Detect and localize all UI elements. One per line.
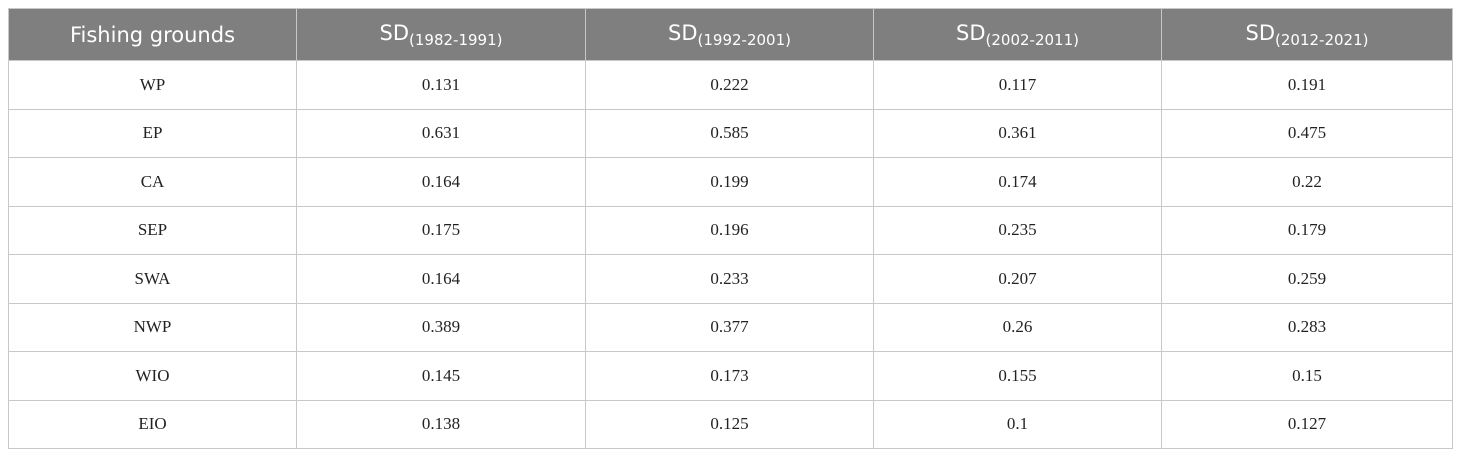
cell: 0.199 xyxy=(585,157,874,207)
cell: 0.585 xyxy=(585,108,874,158)
cell: 0.233 xyxy=(585,254,874,304)
header-main: SD xyxy=(1245,20,1276,45)
cell: 0.235 xyxy=(873,205,1162,255)
cell: 0.283 xyxy=(1161,302,1453,352)
cell: 0.145 xyxy=(296,351,586,401)
header-sub: (1992-2001) xyxy=(697,30,791,49)
cell: 0.191 xyxy=(1161,60,1453,110)
cell: 0.1 xyxy=(873,399,1162,449)
cell: 0.15 xyxy=(1161,351,1453,401)
row-label: WP xyxy=(8,60,297,110)
cell: 0.631 xyxy=(296,108,586,158)
header-main: SD xyxy=(956,20,986,45)
header-main: SD xyxy=(668,20,698,45)
cell: 0.389 xyxy=(296,302,586,352)
column-header: SD(2012-2021) xyxy=(1161,8,1453,61)
row-label: SEP xyxy=(8,205,297,255)
cell: 0.155 xyxy=(873,351,1162,401)
row-label: WIO xyxy=(8,351,297,401)
cell: 0.22 xyxy=(1161,157,1453,207)
header-row: Fishing grounds SD(1982-1991) SD(1992-2001… xyxy=(8,8,1453,61)
column-header: SD(1982-1991) xyxy=(296,8,586,61)
row-label: NWP xyxy=(8,302,297,352)
header-sub: (2012-2021) xyxy=(1275,30,1369,49)
row-label: CA xyxy=(8,157,297,207)
cell: 0.196 xyxy=(585,205,874,255)
header-sub: (2002-2011) xyxy=(985,30,1079,49)
cell: 0.361 xyxy=(873,108,1162,158)
row-label: EIO xyxy=(8,399,297,449)
table-row: CA 0.164 0.199 0.174 0.22 xyxy=(8,157,1453,207)
table-row: WIO 0.145 0.173 0.155 0.15 xyxy=(8,351,1453,401)
table-row: EIO 0.138 0.125 0.1 0.127 xyxy=(8,399,1453,449)
column-header: SD(2002-2011) xyxy=(873,8,1162,61)
cell: 0.207 xyxy=(873,254,1162,304)
cell: 0.164 xyxy=(296,157,586,207)
cell: 0.377 xyxy=(585,302,874,352)
cell: 0.173 xyxy=(585,351,874,401)
cell: 0.26 xyxy=(873,302,1162,352)
cell: 0.174 xyxy=(873,157,1162,207)
header-sub: (1982-1991) xyxy=(409,30,503,49)
cell: 0.131 xyxy=(296,60,586,110)
column-header: Fishing grounds xyxy=(8,8,297,61)
cell: 0.222 xyxy=(585,60,874,110)
table-row: NWP 0.389 0.377 0.26 0.283 xyxy=(8,302,1453,352)
cell: 0.164 xyxy=(296,254,586,304)
table-row: EP 0.631 0.585 0.361 0.475 xyxy=(8,108,1453,158)
cell: 0.138 xyxy=(296,399,586,449)
cell: 0.179 xyxy=(1161,205,1453,255)
cell: 0.127 xyxy=(1161,399,1453,449)
cell: 0.125 xyxy=(585,399,874,449)
column-header: SD(1992-2001) xyxy=(585,8,874,61)
header-main: SD xyxy=(379,20,410,45)
table-row: SWA 0.164 0.233 0.207 0.259 xyxy=(8,254,1453,304)
cell: 0.175 xyxy=(296,205,586,255)
table-row: SEP 0.175 0.196 0.235 0.179 xyxy=(8,205,1453,255)
table-row: WP 0.131 0.222 0.117 0.191 xyxy=(8,60,1453,110)
row-label: EP xyxy=(8,108,297,158)
table-body: WP 0.131 0.222 0.117 0.191 EP 0.631 0.585 0.361 0… xyxy=(8,60,1453,449)
cell: 0.259 xyxy=(1161,254,1453,304)
row-label: SWA xyxy=(8,254,297,304)
cell: 0.475 xyxy=(1161,108,1453,158)
data-table: Fishing grounds SD(1982-1991) SD(1992-2001… xyxy=(8,8,1453,449)
cell: 0.117 xyxy=(873,60,1162,110)
